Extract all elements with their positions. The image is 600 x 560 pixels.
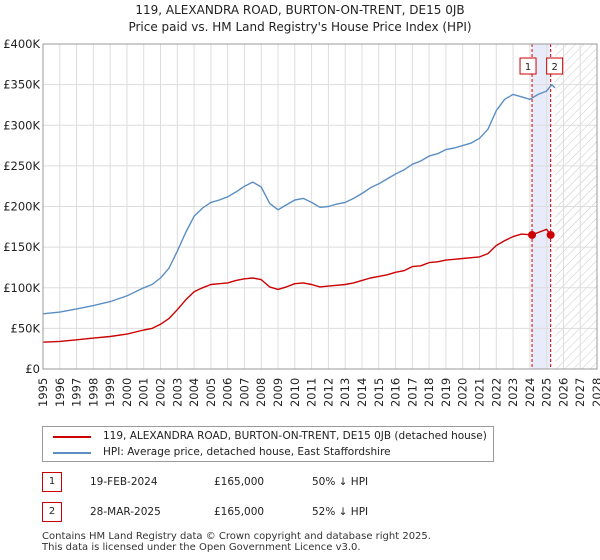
x-tick-label: 2019: [439, 378, 453, 407]
transaction-label-number: 2: [551, 62, 557, 73]
x-tick-label: 2028: [590, 378, 600, 407]
x-tick-label: 2009: [271, 378, 285, 407]
x-tick-label: 2011: [305, 378, 319, 407]
transaction-label-box: [546, 57, 564, 75]
chart-title-line2: Price paid vs. HM Land Registry's House …: [128, 20, 472, 34]
x-tick-label: 2020: [456, 378, 470, 407]
x-tick-label: 2017: [405, 378, 419, 407]
legend-label-hpi: HPI: Average price, detached house, East…: [103, 446, 391, 458]
chart-legend: 119, ALEXANDRA ROAD, BURTON-ON-TRENT, DE…: [42, 426, 494, 462]
attribution-footer: Contains HM Land Registry data © Crown c…: [42, 531, 431, 553]
x-tick-label: 2004: [187, 378, 201, 407]
x-tick-label: 1998: [86, 378, 100, 407]
x-tick-label: 2002: [154, 378, 168, 407]
x-tick-label: 2027: [573, 378, 587, 407]
y-tick-label: £250K: [3, 159, 40, 173]
x-tick-label: 2016: [389, 378, 403, 407]
price-chart: £0 £50K £100K £150K £200K £250K £300K £350K £400…: [3, 37, 600, 407]
x-tick-label: 2007: [237, 378, 251, 407]
x-tick-label: 2023: [506, 378, 520, 407]
plot-frame: [42, 43, 598, 370]
transaction-price: £165,000: [214, 506, 265, 518]
x-tick-label: 2010: [288, 378, 302, 407]
x-tick-label: 2008: [254, 378, 268, 407]
x-tick-label: 2018: [422, 378, 436, 407]
transaction-point: [546, 230, 555, 239]
y-tick-label: £150K: [3, 240, 40, 254]
transaction-badge: 2: [42, 502, 62, 522]
x-tick-label: 2021: [472, 378, 486, 407]
x-tick-label: 2013: [338, 378, 352, 407]
price-paid-line: [42, 228, 552, 343]
x-tick-label: 2003: [170, 378, 184, 407]
footer-line1: Contains HM Land Registry data © Crown c…: [42, 531, 431, 542]
legend-line-hpi: [53, 452, 91, 454]
hpi-line: [42, 83, 556, 315]
x-tick-label: 2015: [372, 378, 386, 407]
x-tick-label: 1996: [53, 378, 67, 407]
x-tick-label: 2001: [137, 378, 151, 407]
legend-label-price: 119, ALEXANDRA ROAD, BURTON-ON-TRENT, DE…: [103, 430, 487, 442]
transaction-badge: 1: [42, 472, 62, 492]
x-tick-label: 2024: [523, 378, 537, 407]
x-tick-label: 1999: [103, 378, 117, 407]
x-tick-label: 2000: [120, 378, 134, 407]
x-tick-label: 2022: [489, 378, 503, 407]
y-tick-label: £400K: [3, 37, 40, 51]
x-tick-label: 1995: [36, 378, 50, 407]
transaction-hpi-diff: 52% ↓ HPI: [312, 506, 369, 518]
x-tick-label: 1997: [70, 378, 84, 407]
y-tick-label: £200K: [3, 200, 40, 214]
y-tick-label: £350K: [3, 78, 40, 92]
y-tick-label: £50K: [11, 321, 41, 335]
footer-line2: This data is licensed under the Open Gov…: [42, 542, 361, 553]
legend-line-price: [53, 436, 91, 438]
x-tick-label: 2026: [556, 378, 570, 407]
transaction-price: £165,000: [214, 476, 265, 488]
x-tick-label: 2006: [221, 378, 235, 407]
x-tick-label: 2012: [321, 378, 335, 407]
transaction-label-number: 1: [525, 62, 531, 73]
x-tick-label: 2014: [355, 378, 369, 407]
chart-title: 119, ALEXANDRA ROAD, BURTON-ON-TRENT, DE…: [0, 2, 600, 36]
y-tick-label: £300K: [3, 118, 40, 132]
y-tick-label: £100K: [3, 281, 40, 295]
transaction-point: [528, 230, 537, 239]
chart-title-line1: 119, ALEXANDRA ROAD, BURTON-ON-TRENT, DE…: [135, 3, 465, 17]
x-tick-label: 2025: [540, 378, 554, 407]
transaction-hpi-diff: 50% ↓ HPI: [312, 476, 369, 488]
transaction-date: 19-FEB-2024: [90, 476, 158, 488]
transaction-label-box: [519, 57, 537, 75]
y-tick-label: £0: [25, 362, 40, 376]
transaction-date: 28-MAR-2025: [90, 506, 161, 518]
x-tick-label: 2005: [204, 378, 218, 407]
